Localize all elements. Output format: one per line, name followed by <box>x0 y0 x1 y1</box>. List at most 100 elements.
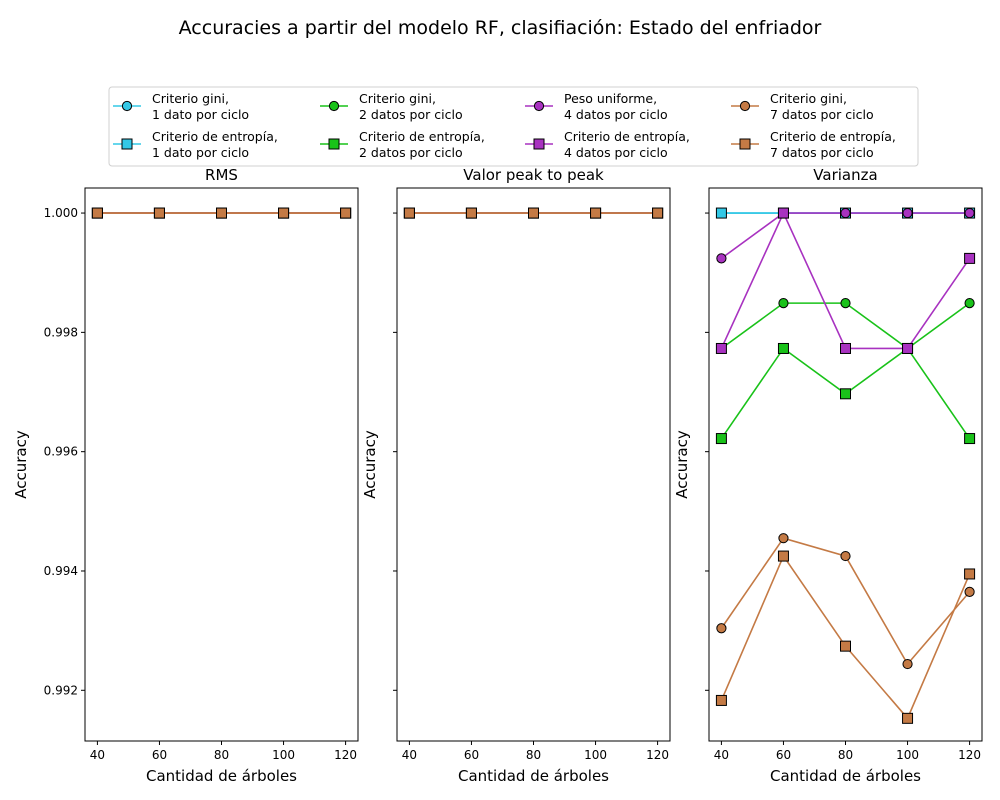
data-point-s8-p5 <box>652 207 664 219</box>
legend-box <box>108 86 919 167</box>
legend-label: 1 dato por ciclo <box>152 107 249 122</box>
x-tick-label: 40 <box>90 748 105 762</box>
legend-label: 7 datos por ciclo <box>770 107 874 122</box>
data-point-s5-p5 <box>964 207 975 219</box>
data-point-s3-p3 <box>840 298 851 309</box>
legend-label: Criterio de entropía, <box>564 129 690 144</box>
y-tick-label: 0.998 <box>44 325 78 339</box>
x-tick-label: 40 <box>714 748 729 762</box>
x-tick-label: 80 <box>526 748 541 762</box>
data-point-s7-p2 <box>778 533 789 544</box>
x-tick-label: 120 <box>958 748 981 762</box>
legend-marker <box>328 100 340 112</box>
data-point-s7-p4 <box>902 658 913 670</box>
legend-entry-1: Criterio gini,1 dato por ciclo <box>113 91 249 122</box>
chart-panels: 40 60 80 100 120 0.992 0.994 0.996 0.998 1.000 RMS… <box>12 166 983 785</box>
data-point-s8-p3 <box>528 207 539 219</box>
legend-label: Criterio de entropía, <box>359 129 485 144</box>
data-point-s6-p4 <box>902 342 914 354</box>
x-axis-label: Cantidad de árboles <box>770 767 921 785</box>
y-tick-label: 0.996 <box>44 445 78 459</box>
x-tick-label: 120 <box>334 748 357 762</box>
data-point-s5-p1 <box>716 253 727 264</box>
series-line-6 <box>720 211 971 350</box>
data-point-s8-p1 <box>715 694 727 706</box>
legend-marker <box>121 138 133 150</box>
x-tick-label: 100 <box>584 748 607 762</box>
legend-label: Criterio gini, <box>770 91 847 106</box>
data-point-s7-p1 <box>716 623 727 634</box>
data-point-s8-p1 <box>91 207 103 219</box>
legend-label: 2 datos por ciclo <box>359 145 463 160</box>
data-point-s5-p4 <box>902 207 913 219</box>
subplot-title: RMS <box>205 166 238 184</box>
data-point-s8-p4 <box>278 207 290 219</box>
legend-label: Criterio de entropía, <box>152 129 278 144</box>
y-tick-label: 0.994 <box>44 564 78 578</box>
legend-label: 4 datos por ciclo <box>564 107 668 122</box>
y-tick-label: 0.992 <box>44 683 78 697</box>
data-point-s4-p1 <box>715 433 727 445</box>
data-point-s8-p5 <box>340 207 352 219</box>
plot-frame <box>708 187 983 742</box>
data-point-s3-p5 <box>964 298 975 309</box>
legend-marker <box>121 100 133 112</box>
x-tick-label: 60 <box>152 748 167 762</box>
legend-marker <box>533 100 545 112</box>
data-point-s4-p3 <box>840 388 851 400</box>
data-point-s8-p2 <box>777 550 789 562</box>
legend-entry-7: Criterio gini,7 datos por ciclo <box>731 91 874 122</box>
data-point-s6-p1 <box>715 342 727 354</box>
x-tick-label: 120 <box>646 748 669 762</box>
legend-label: Peso uniforme, <box>564 91 657 106</box>
x-tick-label: 60 <box>464 748 479 762</box>
x-tick-label: 100 <box>896 748 919 762</box>
legend-marker <box>739 138 751 150</box>
chart-panel-2: 40 60 80 100 120 Valor peak to peak Cantidad d… <box>361 166 671 785</box>
y-tick-label: 1.000 <box>44 206 78 220</box>
x-tick-label: 100 <box>272 748 295 762</box>
x-tick-label: 80 <box>838 748 853 762</box>
series-line-5 <box>720 212 970 260</box>
figure-title: Accuracies a partir del modelo RF, clasi… <box>179 17 822 39</box>
x-tick-label: 40 <box>402 748 417 762</box>
data-point-s8-p2 <box>465 207 477 219</box>
data-point-s8-p4 <box>590 207 602 219</box>
data-point-s6-p3 <box>840 342 851 354</box>
legend-marker <box>328 138 340 150</box>
plot-frame <box>396 187 671 742</box>
legend-entry-8: Criterio de entropía,7 datos por ciclo <box>731 129 896 160</box>
data-point-s8-p5 <box>964 568 976 580</box>
legend-entry-2: Criterio de entropía,1 dato por ciclo <box>113 129 278 160</box>
chart-panel-3: 40 60 80 100 120 Varianza Cantidad de árboles A… <box>673 166 983 785</box>
legend-label: 1 dato por ciclo <box>152 145 249 160</box>
x-tick-label: 80 <box>214 748 229 762</box>
data-point-s7-p3 <box>840 550 851 562</box>
legend-marker <box>533 138 545 150</box>
data-point-s8-p2 <box>153 207 165 219</box>
chart-panel-1: 40 60 80 100 120 0.992 0.994 0.996 0.998 1.000 RMS… <box>12 166 359 785</box>
y-axis-label: Accuracy <box>12 430 30 499</box>
legend-label: Criterio de entropía, <box>770 129 896 144</box>
series-line-8 <box>720 554 971 720</box>
data-point-s6-p5 <box>964 252 976 264</box>
data-point-s7-p5 <box>964 586 975 597</box>
x-axis-label: Cantidad de árboles <box>458 767 609 785</box>
legend-label: 4 datos por ciclo <box>564 145 668 160</box>
data-point-s4-p2 <box>777 342 789 354</box>
y-axis-label: Accuracy <box>673 430 691 499</box>
data-point-s2-p1 <box>715 207 727 219</box>
legend-marker <box>739 100 751 112</box>
x-axis-label: Cantidad de árboles <box>146 767 297 785</box>
data-point-s8-p3 <box>216 207 227 219</box>
series-line-3 <box>720 302 971 350</box>
legend-label: Criterio gini, <box>359 91 436 106</box>
legend-label: 7 datos por ciclo <box>770 145 874 160</box>
legend-label: 2 datos por ciclo <box>359 107 463 122</box>
data-point-s8-p4 <box>902 712 914 724</box>
legend-entry-5: Peso uniforme,4 datos por ciclo <box>525 91 668 122</box>
x-tick-label: 60 <box>776 748 791 762</box>
legend-entry-3: Criterio gini, 2 datos por ciclo <box>320 91 463 122</box>
legend-entry-4: Criterio de entropía,2 datos por ciclo <box>320 129 485 160</box>
